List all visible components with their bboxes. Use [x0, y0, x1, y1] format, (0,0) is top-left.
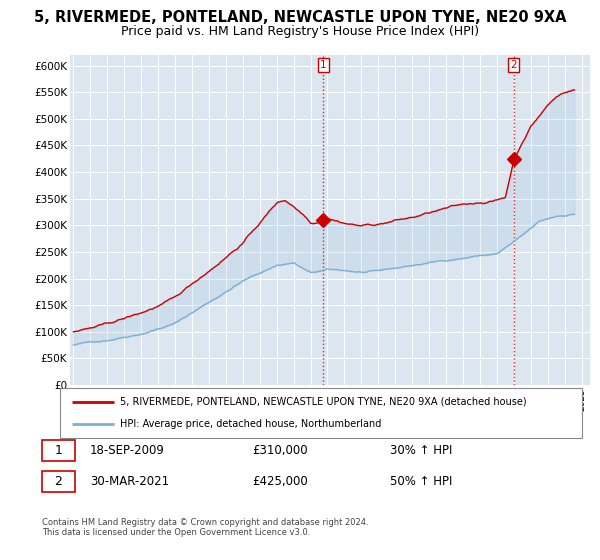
Text: 2: 2	[511, 60, 517, 70]
Text: 50% ↑ HPI: 50% ↑ HPI	[390, 475, 452, 488]
Text: 5, RIVERMEDE, PONTELAND, NEWCASTLE UPON TYNE, NE20 9XA: 5, RIVERMEDE, PONTELAND, NEWCASTLE UPON …	[34, 10, 566, 25]
Text: 1: 1	[320, 60, 326, 70]
Text: 30-MAR-2021: 30-MAR-2021	[90, 475, 169, 488]
Text: Price paid vs. HM Land Registry's House Price Index (HPI): Price paid vs. HM Land Registry's House …	[121, 25, 479, 38]
Text: £310,000: £310,000	[252, 444, 308, 458]
Text: 30% ↑ HPI: 30% ↑ HPI	[390, 444, 452, 458]
Text: £425,000: £425,000	[252, 475, 308, 488]
Text: 18-SEP-2009: 18-SEP-2009	[90, 444, 165, 458]
Text: 1: 1	[55, 444, 62, 458]
Text: Contains HM Land Registry data © Crown copyright and database right 2024.
This d: Contains HM Land Registry data © Crown c…	[42, 518, 368, 538]
Text: 5, RIVERMEDE, PONTELAND, NEWCASTLE UPON TYNE, NE20 9XA (detached house): 5, RIVERMEDE, PONTELAND, NEWCASTLE UPON …	[120, 396, 527, 407]
Text: HPI: Average price, detached house, Northumberland: HPI: Average price, detached house, Nort…	[120, 419, 382, 429]
Text: 2: 2	[55, 475, 62, 488]
